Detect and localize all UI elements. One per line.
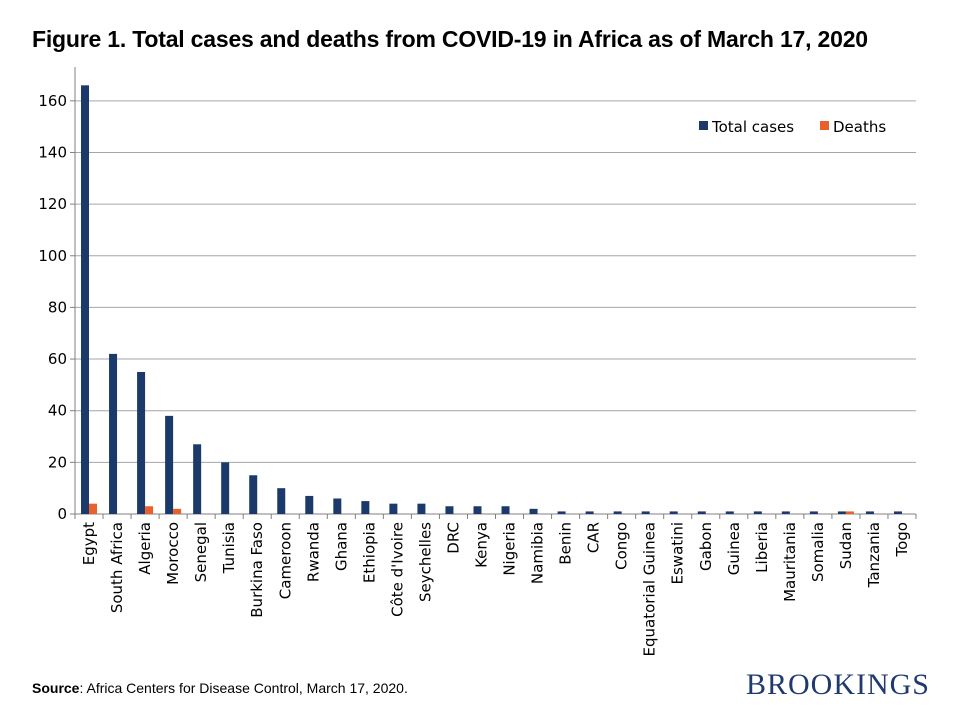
x-category-label: Congo (613, 522, 631, 570)
bar-total-cases (361, 501, 370, 514)
bar-total-cases (165, 415, 174, 514)
source-note: Source: Africa Centers for Disease Contr… (32, 680, 408, 696)
y-tick-label: 140 (38, 143, 67, 161)
bar-total-cases (417, 503, 426, 514)
y-tick-label: 60 (48, 350, 67, 368)
legend-swatch (699, 121, 708, 130)
bar-total-cases (389, 503, 398, 514)
gridlines (75, 100, 916, 463)
bar-total-cases (837, 511, 846, 514)
bar-deaths (89, 503, 98, 514)
x-category-label: Tanzania (865, 522, 883, 588)
bar-total-cases (613, 511, 622, 514)
legend-label: Deaths (833, 118, 886, 136)
bar-total-cases (529, 508, 538, 514)
y-tick-label: 80 (48, 298, 67, 316)
y-tick-label: 100 (38, 247, 67, 265)
source-text: : Africa Centers for Disease Control, Ma… (79, 680, 408, 696)
x-category-label: Gabon (697, 522, 715, 571)
x-category-label: Sudan (837, 522, 855, 569)
bar-total-cases (585, 511, 594, 514)
bar-total-cases (809, 511, 818, 514)
bar-total-cases (641, 511, 650, 514)
bars (81, 85, 902, 515)
x-category-label: Mauritania (781, 522, 799, 602)
x-category-label: Côte d'Ivoire (388, 522, 406, 617)
chart-title: Figure 1. Total cases and deaths from CO… (32, 26, 868, 52)
bar-total-cases (865, 511, 874, 514)
x-category-label: Senegal (192, 522, 210, 582)
x-category-label: Nigeria (501, 522, 519, 576)
x-category-labels: Egypt South Africa Algeria Morocco Senegal Tu… (80, 522, 911, 657)
bar-total-cases (725, 511, 734, 514)
bar-total-cases (445, 506, 454, 514)
bar-total-cases (473, 506, 482, 514)
brookings-logo: BROOKINGS (745, 668, 930, 701)
x-category-label: Rwanda (304, 522, 322, 582)
x-category-label: Tunisia (220, 522, 238, 574)
bar-total-cases (249, 475, 258, 514)
y-tick-label: 160 (38, 92, 67, 110)
bar-deaths (145, 506, 154, 514)
x-category-label: Egypt (80, 522, 98, 565)
x-category-label: Morocco (164, 522, 182, 585)
bar-total-cases (193, 444, 202, 514)
bar-total-cases (333, 498, 342, 514)
legend: Total cases Deaths (699, 118, 886, 136)
source-label: Source (32, 680, 80, 696)
x-category-label: DRC (444, 522, 462, 554)
x-category-label: CAR (585, 522, 603, 553)
x-category-label: Ghana (332, 522, 350, 571)
bar-total-cases (305, 495, 314, 514)
bar-total-cases (557, 511, 566, 514)
bar-total-cases (501, 506, 510, 514)
x-category-label: Kenya (472, 522, 490, 568)
bar-total-cases (137, 371, 146, 514)
y-tick-labels: 0 20 40 60 80 100 120 140 160 (38, 92, 67, 523)
bar-total-cases (697, 511, 706, 514)
bar-total-cases (81, 85, 90, 515)
axes (70, 67, 917, 519)
legend-swatch (820, 121, 829, 130)
x-category-label: Algeria (136, 522, 154, 575)
x-category-label: Eswatini (669, 522, 687, 584)
x-category-label: Liberia (753, 522, 771, 573)
bar-total-cases (669, 511, 678, 514)
bar-deaths (173, 508, 182, 514)
x-category-label: Togo (893, 522, 911, 558)
x-category-label: Guinea (725, 522, 743, 575)
x-category-label: Namibia (529, 522, 547, 584)
legend-label: Total cases (711, 118, 794, 136)
x-category-label: Somalia (809, 522, 827, 582)
x-category-label: South Africa (108, 522, 126, 613)
bar-deaths (845, 511, 854, 514)
bar-total-cases (781, 511, 790, 514)
bar-total-cases (109, 353, 118, 514)
bar-total-cases (221, 462, 230, 514)
x-category-label: Seychelles (416, 522, 434, 602)
bar-total-cases (277, 488, 286, 514)
x-category-label: Burkina Faso (248, 522, 266, 618)
x-category-label: Benin (557, 522, 575, 565)
x-category-label: Cameroon (276, 522, 294, 599)
y-tick-label: 20 (48, 453, 67, 471)
y-tick-label: 0 (57, 505, 67, 523)
bar-total-cases (893, 511, 902, 514)
y-tick-label: 40 (48, 402, 67, 420)
bar-total-cases (753, 511, 762, 514)
x-category-label: Equatorial Guinea (641, 522, 659, 656)
y-tick-label: 120 (38, 195, 67, 213)
x-category-label: Ethiopia (360, 522, 378, 583)
